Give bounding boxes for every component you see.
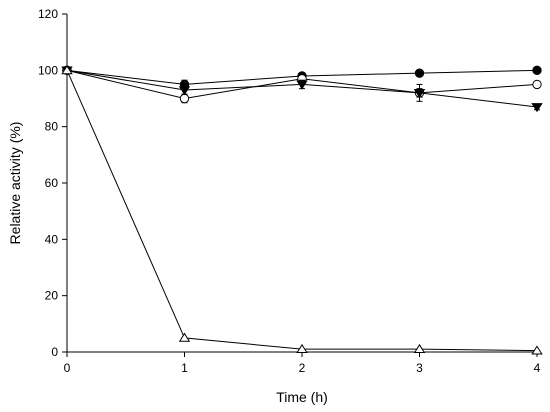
y-tick-label: 120 (38, 7, 58, 21)
series-line (66, 70, 538, 352)
x-tick-label: 0 (64, 361, 71, 375)
data-point-filled-triangle (413, 89, 426, 99)
data-point-filled-triangle (178, 86, 191, 96)
data-point-filled-circle (414, 68, 425, 78)
data-point-open-circle (532, 79, 542, 90)
data-point-open-triangle (531, 345, 543, 355)
y-tick-label: 100 (38, 63, 58, 77)
x-tick-label: 4 (534, 361, 541, 375)
y-axis-title: Relative activity (%) (7, 122, 23, 245)
x-tick-label: 2 (299, 361, 306, 375)
x-axis-title: Time (h) (276, 389, 328, 405)
data-point-open-circle (179, 93, 190, 104)
data-point-open-triangle (178, 332, 191, 342)
x-tick-label: 3 (416, 361, 423, 375)
data-point-filled-circle (532, 65, 542, 76)
series-open-triangle-up (61, 65, 543, 355)
series-layer (61, 65, 543, 355)
x-tick-label: 1 (181, 361, 188, 375)
axes: 0 20 40 60 80 100 120 0 1 2 3 4 (38, 7, 541, 375)
y-tick-label: 80 (45, 120, 59, 134)
y-tick-label: 0 (51, 345, 58, 359)
data-point-filled-triangle (296, 80, 308, 90)
y-tick-label: 20 (45, 289, 59, 303)
data-point-open-triangle (296, 343, 308, 354)
data-point-open-triangle (413, 343, 426, 354)
data-point-filled-triangle (531, 103, 543, 113)
data-point-open-triangle (61, 65, 73, 75)
y-tick-label: 40 (45, 232, 59, 246)
y-tick-label: 60 (45, 176, 59, 190)
